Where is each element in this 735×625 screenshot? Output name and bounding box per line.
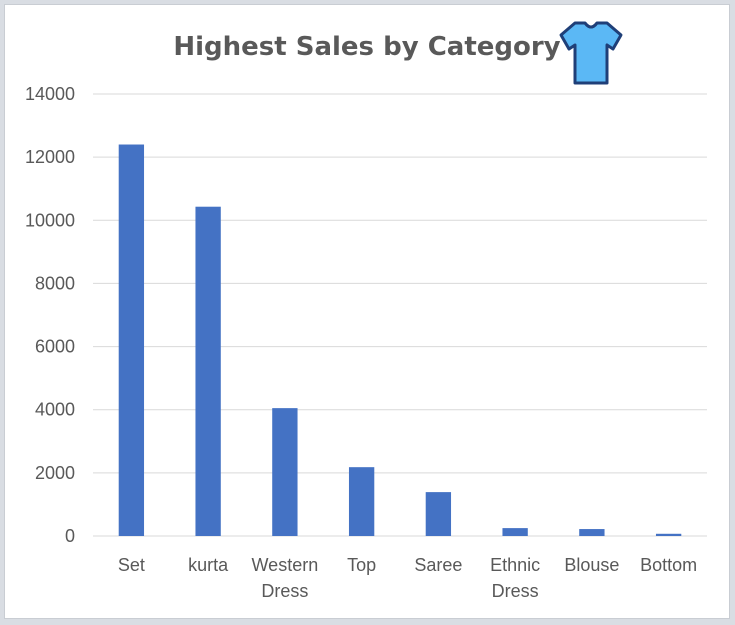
x-tick-label: Saree (414, 555, 462, 575)
tshirt-icon (557, 19, 625, 87)
x-tick-label: Set (118, 555, 145, 575)
bar (348, 467, 375, 536)
chart-title: Highest Sales by Category (173, 32, 560, 62)
x-tick-label-line: Blouse (564, 555, 619, 575)
x-tick-label-line: Ethnic (490, 555, 540, 575)
y-tick-label: 14000 (25, 84, 75, 104)
y-tick-label: 0 (65, 526, 75, 546)
y-tick-label: 10000 (25, 210, 75, 230)
x-tick-label-line: Dress (492, 581, 539, 601)
bar (425, 492, 452, 536)
x-tick-label-line: Dress (261, 581, 308, 601)
gridlines (93, 93, 707, 537)
chart-area: 0 2000 4000 6000 8000 10000 12000 14000 Set kurt… (4, 4, 730, 619)
x-tick-label-line: Saree (414, 555, 462, 575)
x-tick-label-line: Bottom (640, 555, 697, 575)
bar (272, 408, 298, 536)
x-axis-category-labels: Set kurta Western Dress Top Saree Ethnic Dress B… (118, 555, 697, 601)
x-tick-label: Ethnic Dress (490, 555, 540, 601)
y-tick-label: 4000 (35, 400, 75, 420)
bar (579, 529, 605, 536)
x-tick-label-line: Set (118, 555, 145, 575)
x-tick-label-line: kurta (188, 555, 229, 575)
x-tick-label: Top (347, 555, 376, 575)
y-tick-label: 6000 (35, 337, 75, 357)
x-tick-label: Western Dress (252, 555, 319, 601)
x-tick-label: kurta (188, 555, 229, 575)
bar (655, 533, 682, 536)
y-axis-tick-labels: 0 2000 4000 6000 8000 10000 12000 14000 (25, 84, 75, 546)
y-tick-label: 2000 (35, 463, 75, 483)
x-tick-label-line: Top (347, 555, 376, 575)
x-tick-label: Blouse (564, 555, 619, 575)
bar-chart: 0 2000 4000 6000 8000 10000 12000 14000 Set kurt… (25, 19, 707, 601)
y-tick-label: 8000 (35, 273, 75, 293)
bars (118, 144, 682, 536)
x-tick-label: Bottom (640, 555, 697, 575)
bar (502, 528, 528, 536)
x-tick-label-line: Western (252, 555, 319, 575)
y-tick-label: 12000 (25, 147, 75, 167)
bar (118, 144, 145, 536)
bar (195, 206, 221, 536)
